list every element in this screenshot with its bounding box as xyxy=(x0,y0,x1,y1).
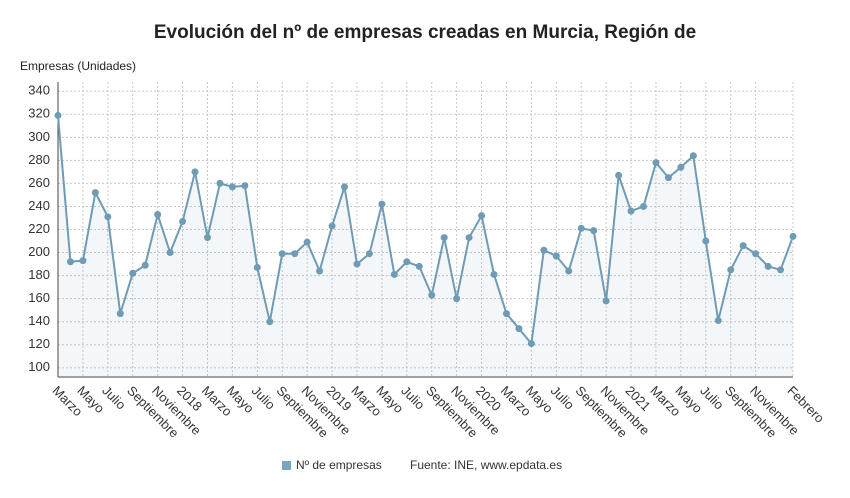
point xyxy=(104,213,112,221)
point xyxy=(453,295,461,303)
point xyxy=(191,168,199,176)
point xyxy=(91,189,99,197)
point xyxy=(789,232,797,240)
point xyxy=(415,262,423,270)
point xyxy=(278,250,286,258)
point xyxy=(565,267,573,275)
point xyxy=(465,234,473,242)
point xyxy=(403,258,411,266)
point xyxy=(341,183,349,191)
y-tick-label: 160 xyxy=(28,290,50,305)
point xyxy=(166,249,174,257)
point xyxy=(702,237,710,245)
source: Fuente: INE, www.epdata.es xyxy=(410,458,562,472)
y-tick-label: 340 xyxy=(28,83,50,98)
point xyxy=(677,163,685,171)
y-tick-label: 320 xyxy=(28,106,50,121)
point xyxy=(266,318,274,326)
point xyxy=(203,234,211,242)
point xyxy=(577,224,585,232)
point xyxy=(764,262,772,270)
point xyxy=(141,261,149,269)
point xyxy=(116,310,124,318)
area xyxy=(58,115,793,377)
point xyxy=(390,270,398,278)
point xyxy=(365,250,373,258)
point xyxy=(228,183,236,191)
y-tick-label: 200 xyxy=(28,244,50,259)
point xyxy=(752,250,760,258)
point xyxy=(378,200,386,208)
y-tick-label: 260 xyxy=(28,175,50,190)
y-tick-label: 120 xyxy=(28,336,50,351)
point xyxy=(490,270,498,278)
chart-title: Evolución del nº de empresas creadas en … xyxy=(154,22,696,43)
y-tick-label: 180 xyxy=(28,267,50,282)
point xyxy=(552,252,560,260)
point xyxy=(440,234,448,242)
y-tick-label: 280 xyxy=(28,152,50,167)
legend-label: Nº de empresas xyxy=(296,458,382,472)
point xyxy=(615,171,623,179)
point xyxy=(154,211,162,219)
point xyxy=(739,242,747,250)
legend-swatch xyxy=(282,461,291,470)
y-tick-label: 140 xyxy=(28,313,50,328)
point xyxy=(54,111,62,119)
point xyxy=(478,212,486,220)
y-tick-label: 300 xyxy=(28,129,50,144)
point xyxy=(515,325,523,333)
point xyxy=(689,152,697,160)
point xyxy=(253,264,261,272)
point xyxy=(502,310,510,318)
point xyxy=(540,246,548,254)
point xyxy=(216,179,224,187)
point xyxy=(328,222,336,230)
point xyxy=(664,174,672,182)
y-axis-title: Empresas (Unidades) xyxy=(20,59,136,73)
point xyxy=(179,217,187,225)
point xyxy=(303,238,311,246)
point xyxy=(428,291,436,299)
y-tick-label: 100 xyxy=(28,359,50,374)
point xyxy=(590,227,598,235)
point xyxy=(291,250,299,258)
point xyxy=(79,257,87,265)
point xyxy=(527,340,535,348)
point xyxy=(353,260,361,268)
point xyxy=(241,182,249,190)
point xyxy=(602,297,610,305)
y-tick-label: 240 xyxy=(28,198,50,213)
point xyxy=(652,159,660,167)
point xyxy=(640,202,648,210)
point xyxy=(627,207,635,215)
point xyxy=(316,267,324,275)
point xyxy=(129,269,137,277)
point xyxy=(66,258,74,266)
point xyxy=(777,266,785,274)
point xyxy=(714,317,722,325)
y-tick-label: 220 xyxy=(28,221,50,236)
point xyxy=(727,266,735,274)
